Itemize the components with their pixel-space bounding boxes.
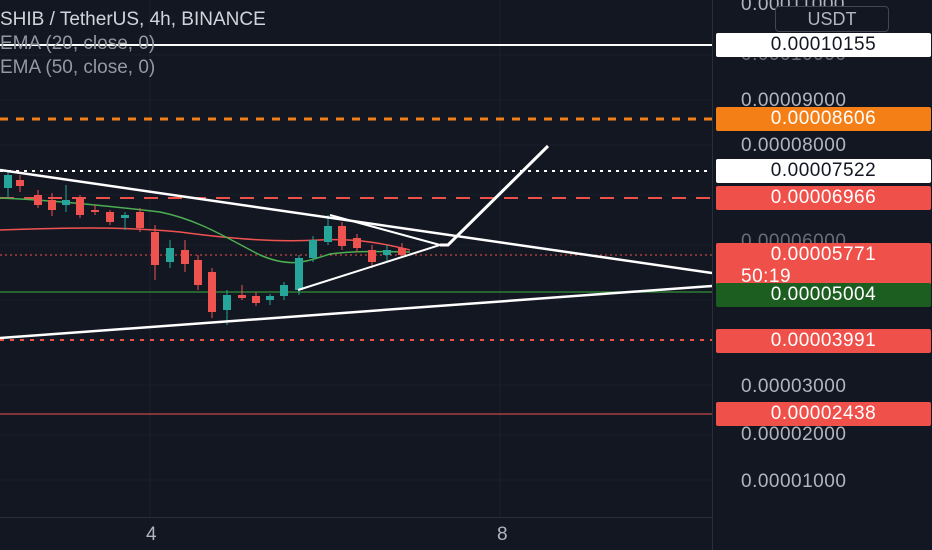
candle-body [151, 232, 159, 265]
price-badge-red-dotted[interactable]: 0.00003991 [716, 329, 931, 353]
bar-countdown: 50:19 [741, 266, 792, 287]
chart-legend: SHIB / TetherUS, 4h, BINANCE EMA (20, cl… [0, 8, 266, 80]
price-tick: 0.00002000 [741, 424, 847, 445]
price-badge-line[interactable]: 0.00010155 [716, 33, 931, 57]
candle-body [383, 250, 391, 255]
time-axis[interactable]: 4 8 [0, 517, 712, 550]
price-badge-red[interactable]: 0.00006966 [716, 186, 931, 210]
chart-area[interactable]: SHIB / TetherUS, 4h, BINANCE EMA (20, cl… [0, 0, 712, 517]
price-badge-red-low[interactable]: 0.00002438 [716, 402, 931, 426]
candle-body [223, 295, 231, 310]
price-badge-green[interactable]: 0.00005004 [716, 283, 931, 307]
indicator-ema20[interactable]: EMA (20, close, 0) [0, 33, 156, 54]
candle-body [91, 210, 99, 212]
last-price-badge[interactable]: 0.00005771 50:19 [716, 243, 931, 289]
candle-body [368, 250, 376, 262]
ema20-line [0, 197, 411, 264]
candle-body [309, 240, 317, 258]
candle-body [4, 175, 12, 188]
trendline-lower [0, 284, 712, 340]
price-tick: 0.00008000 [741, 135, 847, 156]
candle-body [62, 200, 70, 205]
candle-body [34, 195, 42, 205]
projection-line [440, 144, 550, 247]
candle-body [48, 200, 56, 210]
last-price-value: 0.00005771 [770, 244, 877, 265]
candle-body [194, 260, 202, 285]
price-tick: 0.00009000 [741, 90, 847, 111]
time-tick: 4 [146, 524, 157, 545]
candle-body [266, 296, 274, 300]
price-tick: 0.00001000 [741, 471, 847, 492]
candle-body [208, 272, 216, 312]
candle-body [106, 212, 114, 222]
candle-body [353, 238, 361, 248]
ema50-line [0, 227, 411, 251]
candle-body [324, 226, 332, 242]
price-badge-orange[interactable]: 0.00008606 [716, 107, 931, 131]
symbol-title[interactable]: SHIB / TetherUS, 4h, BINANCE [0, 9, 266, 30]
candle-body [136, 212, 144, 228]
currency-button[interactable]: USDT [775, 6, 889, 32]
candle-body [338, 226, 346, 246]
candle-body [121, 215, 129, 218]
candle-body [295, 258, 303, 290]
candle-body [76, 198, 84, 215]
price-chart-canvas[interactable] [0, 0, 712, 517]
indicator-ema50[interactable]: EMA (50, close, 0) [0, 57, 156, 78]
candle-body [280, 285, 288, 296]
candle-body [238, 295, 246, 298]
candle-body [166, 248, 174, 262]
time-tick: 8 [497, 524, 508, 545]
price-tick: 0.00003000 [741, 376, 847, 397]
price-badge-white[interactable]: 0.00007522 [716, 159, 931, 183]
candle-body [181, 250, 189, 264]
candle-body [16, 180, 24, 186]
candle-body [252, 296, 260, 303]
candle-body [398, 248, 406, 255]
